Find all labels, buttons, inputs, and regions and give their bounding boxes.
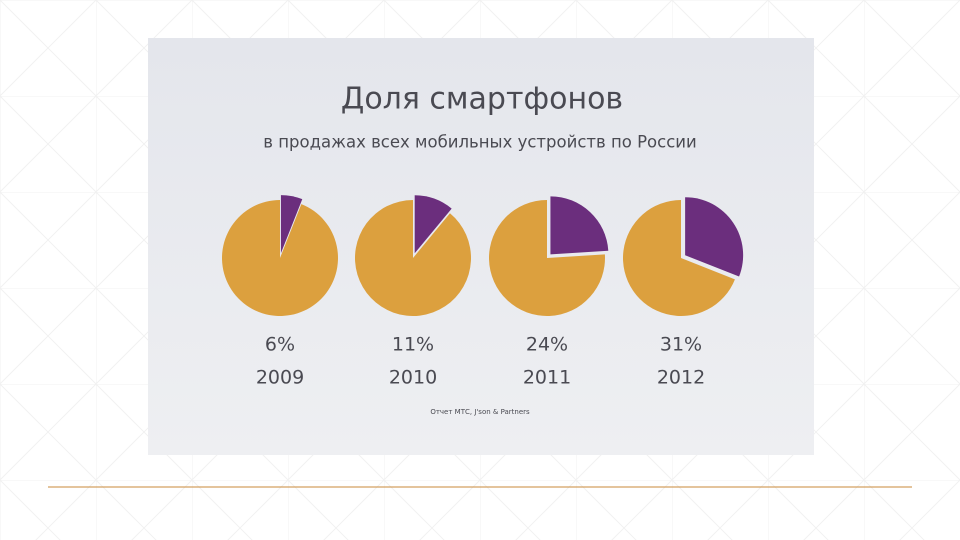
chart-title: Доля смартфонов xyxy=(341,82,623,117)
value-label: 11% xyxy=(392,334,434,356)
category-label: 2010 xyxy=(389,367,437,389)
pie-slice xyxy=(414,195,452,254)
category-label: 2011 xyxy=(523,367,571,389)
value-label: 24% xyxy=(526,334,568,356)
source-note: Отчет МТС, J'son & Partners xyxy=(430,408,530,416)
category-label: 2009 xyxy=(256,367,304,389)
category-label: 2012 xyxy=(657,367,705,389)
pie-slice xyxy=(550,196,609,255)
value-label: 31% xyxy=(660,334,702,356)
pie-rest xyxy=(355,200,471,316)
pie-rest xyxy=(489,200,605,317)
chart-subtitle: в продажах всех мобильных устройств по Р… xyxy=(263,133,696,152)
pie-rest xyxy=(623,199,735,316)
value-label: 6% xyxy=(265,334,295,356)
pie-slice xyxy=(280,195,303,254)
pie-rest xyxy=(221,199,338,316)
pie-slice xyxy=(685,197,744,277)
